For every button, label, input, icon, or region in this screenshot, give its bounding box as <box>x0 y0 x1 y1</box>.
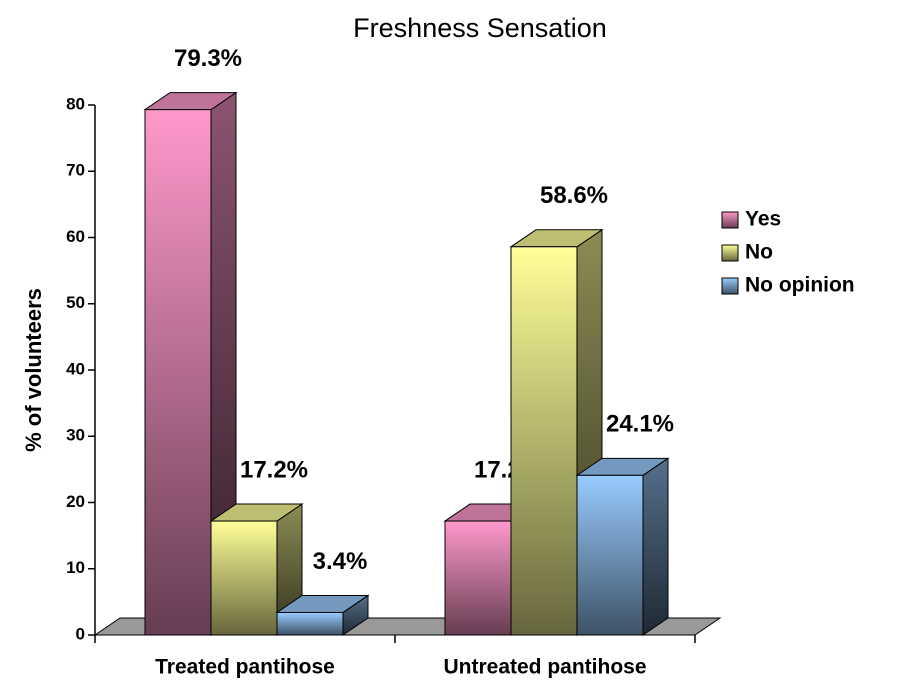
y-tick-label: 30 <box>66 426 85 445</box>
y-tick-label: 10 <box>66 558 85 577</box>
bar-front <box>510 246 578 636</box>
bar-front <box>210 520 278 636</box>
x-tick-label: Treated pantihose <box>155 656 335 679</box>
value-label: 58.6% <box>540 182 608 209</box>
y-tick-label: 60 <box>66 227 85 246</box>
bar-front <box>576 474 644 636</box>
bar <box>143 91 238 636</box>
legend-label: Yes <box>745 208 781 231</box>
y-tick-label: 50 <box>66 293 85 312</box>
value-label: 79.3% <box>174 45 242 72</box>
bar-front <box>276 611 344 636</box>
bar-front <box>444 520 512 636</box>
legend-swatch <box>721 211 739 229</box>
legend-swatch <box>721 277 739 295</box>
chart-title: Freshness Sensation <box>353 13 607 43</box>
x-tick-label: Untreated pantihose <box>443 656 646 679</box>
legend-swatch <box>721 244 739 262</box>
bar-side <box>642 457 669 636</box>
bar <box>275 594 370 636</box>
value-label: 17.2% <box>240 456 308 483</box>
y-tick-label: 80 <box>66 94 85 113</box>
value-label: 3.4% <box>313 548 368 575</box>
bar <box>575 457 670 636</box>
y-tick-label: 70 <box>66 161 85 180</box>
legend-label: No <box>745 241 773 264</box>
bar-front <box>144 109 212 636</box>
y-tick-label: 0 <box>76 624 85 643</box>
legend-label: No opinion <box>745 274 855 297</box>
y-tick-label: 40 <box>66 359 85 378</box>
y-axis-label: % of volunteers <box>21 288 46 452</box>
value-label: 24.1% <box>606 411 674 438</box>
y-tick-label: 20 <box>66 492 85 511</box>
